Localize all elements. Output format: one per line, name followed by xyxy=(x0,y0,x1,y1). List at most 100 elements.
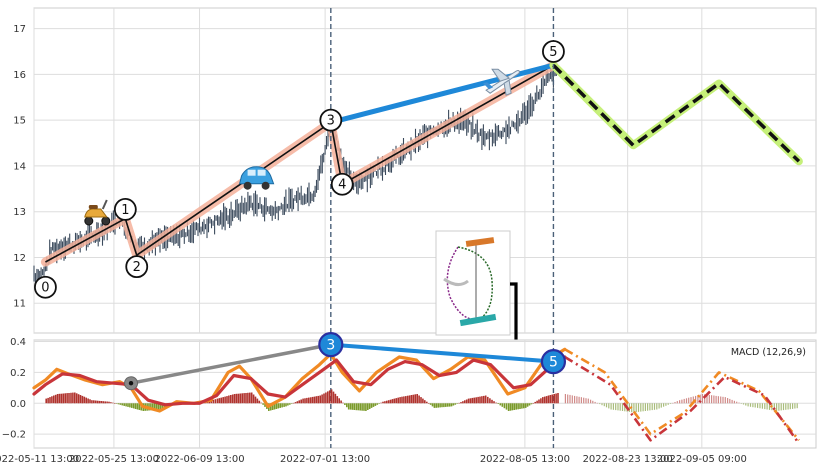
macd-histogram-bar xyxy=(243,393,245,404)
indicator-grey-connector xyxy=(130,342,332,385)
indicator-legend-text: MACD (12,26,9) xyxy=(731,347,806,358)
macd-histogram-bar xyxy=(294,402,297,404)
macd-projection-histogram-bar xyxy=(569,394,571,404)
wave-label-circle xyxy=(34,275,57,299)
wave-label: 0 xyxy=(34,275,57,299)
macd-histogram-bar xyxy=(386,400,388,404)
macd-histogram-bar xyxy=(426,401,428,404)
macd-histogram-bar xyxy=(66,393,68,404)
macd-histogram-bar xyxy=(252,394,255,404)
macd-projection-histogram-bar xyxy=(585,398,587,404)
macd-histogram-bar xyxy=(515,403,517,410)
macd-projection-histogram-bar xyxy=(590,399,592,404)
x-tick-label: 2022-05-25 13:00 xyxy=(69,454,159,465)
macd-histogram-bar xyxy=(483,395,485,404)
price-plot-frame xyxy=(33,7,817,334)
wave-label-circle xyxy=(319,108,343,132)
macd-histogram-bar xyxy=(138,403,141,410)
macd-histogram-bar xyxy=(54,394,57,404)
wave-label-circle xyxy=(330,172,354,196)
scooter-wheel xyxy=(84,216,94,226)
macd-histogram-bar xyxy=(487,396,489,404)
macd-projection-histogram-bar xyxy=(733,400,735,404)
macd-projection-histogram-bar xyxy=(789,403,791,410)
macd-projection-histogram-bar xyxy=(685,398,688,404)
macd-histogram-bar xyxy=(524,403,527,408)
macd-histogram-bar xyxy=(287,403,289,406)
macd-histogram-bar xyxy=(422,398,424,404)
macd-histogram-bar xyxy=(237,393,240,404)
macd-histogram-bar xyxy=(273,403,276,410)
macd-histogram-bar xyxy=(98,400,101,404)
wave-label-circle xyxy=(125,255,149,279)
macd-histogram-bar xyxy=(131,403,133,408)
macd-projection-histogram-bar xyxy=(651,403,653,411)
macd-projection-histogram-bar xyxy=(644,403,646,411)
x-tick-label: 2022-05-11 13:00 xyxy=(0,454,79,465)
indicator-wave-marker: 3 xyxy=(318,332,344,358)
macd-projection-histogram-bar xyxy=(740,403,742,404)
x-tick-label: 2022-06-09 13:00 xyxy=(154,454,244,465)
macd-projection-histogram-bar xyxy=(768,403,771,410)
macd-histogram-bar xyxy=(553,394,555,404)
macd-histogram-bar xyxy=(321,394,323,404)
macd-histogram-bar xyxy=(437,403,439,408)
x-tick-label: 2022-08-23 13:00 xyxy=(583,454,673,465)
macd-projection-histogram-bar xyxy=(594,401,596,404)
macd-histogram-bar xyxy=(493,401,495,404)
macd-histogram-bar xyxy=(555,393,557,404)
macd-histogram-bar xyxy=(361,403,363,411)
macd-histogram-bar xyxy=(247,392,249,404)
macd-histogram-bar xyxy=(277,403,280,409)
macd-projection-histogram-bar xyxy=(759,403,761,409)
macd-histogram-bar xyxy=(338,398,340,404)
macd-histogram-bar xyxy=(441,403,443,408)
macd-histogram-bar xyxy=(313,396,316,404)
macd-histogram-bar xyxy=(77,394,80,404)
macd-projection-histogram-bar xyxy=(599,403,601,405)
macd-histogram-bar xyxy=(87,398,89,404)
macd-histogram-bar xyxy=(395,398,398,404)
macd-histogram-bar xyxy=(382,401,384,404)
macd-histogram-bar xyxy=(323,393,325,404)
macd-histogram-bar xyxy=(260,402,262,404)
macd-histogram-bar xyxy=(543,396,546,404)
macd-histogram-bar xyxy=(363,403,365,411)
macd-histogram-bar xyxy=(378,403,380,404)
price-y-tick-label: 14 xyxy=(13,161,26,172)
macd-histogram-bar xyxy=(477,396,479,404)
macd-projection-histogram-bar xyxy=(658,403,660,409)
car-wheel xyxy=(243,181,252,190)
macd-projection-histogram-bar xyxy=(764,403,766,410)
macd-histogram xyxy=(45,389,798,413)
macd-histogram-bar xyxy=(256,398,259,404)
macd-histogram-bar xyxy=(551,394,554,404)
macd-projection-histogram-bar xyxy=(617,403,619,411)
macd-projection-histogram-bar xyxy=(701,394,703,404)
macd-histogram-bar xyxy=(408,395,411,404)
macd-histogram-bar xyxy=(355,403,358,411)
macd-histogram-bar xyxy=(420,397,422,404)
macd-histogram-bar xyxy=(311,396,314,404)
macd-projection-histogram-bar xyxy=(724,397,726,404)
macd-histogram-bar xyxy=(304,398,306,404)
macd-histogram-bar xyxy=(68,393,70,404)
wave-label-text: 2 xyxy=(133,260,141,275)
macd-histogram-bar xyxy=(365,403,367,411)
inset-mini-diagram xyxy=(435,230,511,336)
macd-histogram-bar xyxy=(505,403,508,410)
macd-projection-histogram-bar xyxy=(667,403,669,405)
indicator-wave-marker-text: 3 xyxy=(326,338,335,354)
macd-projection-histogram-bar xyxy=(640,403,642,412)
macd-histogram-bar xyxy=(292,402,295,404)
wave-label-text: 1 xyxy=(121,203,129,218)
macd-histogram-bar xyxy=(497,403,499,404)
indicator-plot-frame xyxy=(33,339,817,449)
macd-histogram-bar xyxy=(484,395,487,404)
macd-histogram-bar xyxy=(233,394,236,404)
macd-projection-histogram-bar xyxy=(736,401,738,404)
macd-projection-histogram-bar xyxy=(578,396,580,404)
macd-projection-histogram-bar xyxy=(782,403,785,411)
macd-projection-histogram-bar xyxy=(780,403,782,411)
